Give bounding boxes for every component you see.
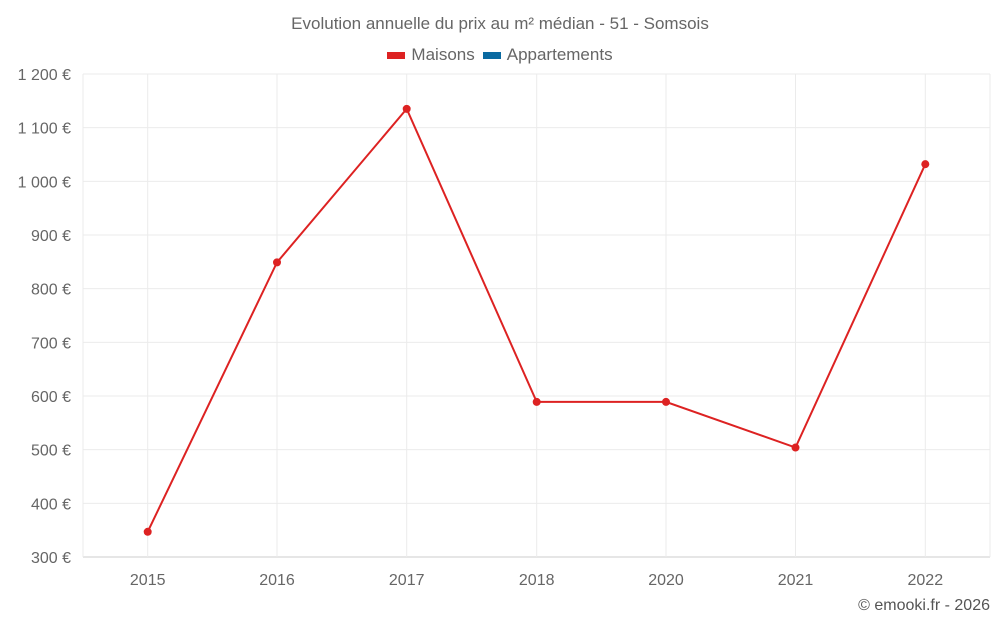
- y-tick-label: 800 €: [31, 282, 71, 299]
- legend-item-appartements[interactable]: Appartements: [482, 45, 613, 65]
- x-tick-label: 2021: [778, 572, 814, 589]
- y-tick-label: 1 000 €: [18, 174, 71, 191]
- y-tick-label: 1 100 €: [18, 121, 71, 138]
- credit-text: © emooki.fr - 2026: [858, 597, 990, 614]
- x-tick-label: 2016: [259, 572, 295, 589]
- data-point-maisons-2020: [662, 397, 670, 406]
- x-tick-label: 2015: [130, 572, 166, 589]
- x-tick-label: 2020: [648, 572, 684, 589]
- data-point-maisons-2021: [791, 443, 800, 452]
- data-point-maisons-2016: [273, 258, 281, 267]
- legend: Maisons Appartements: [0, 45, 1000, 65]
- x-tick-label: 2017: [389, 572, 425, 589]
- y-tick-label: 500 €: [31, 443, 71, 460]
- x-tick-label: 2022: [908, 572, 944, 589]
- y-tick-label: 400 €: [31, 496, 71, 513]
- y-tick-label: 900 €: [31, 228, 71, 245]
- data-point-maisons-2017: [402, 104, 411, 113]
- y-tick-label: 300 €: [31, 550, 71, 567]
- legend-label-maisons: Maisons: [411, 45, 475, 64]
- legend-label-appartements: Appartements: [506, 45, 613, 64]
- data-point-maisons-2018: [532, 397, 541, 406]
- data-point-maisons-2015: [143, 527, 152, 536]
- legend-swatch-maisons: [387, 51, 406, 59]
- x-tick-label: 2018: [519, 572, 555, 589]
- y-tick-label: 700 €: [31, 335, 71, 352]
- legend-item-maisons[interactable]: Maisons: [387, 45, 475, 65]
- chart-title: Evolution annuelle du prix au m² médian …: [291, 14, 709, 33]
- legend-swatch-appartements: [482, 51, 501, 59]
- data-point-maisons-2022: [921, 160, 930, 169]
- y-tick-label: 600 €: [31, 389, 71, 406]
- y-tick-label: 1 200 €: [18, 67, 71, 84]
